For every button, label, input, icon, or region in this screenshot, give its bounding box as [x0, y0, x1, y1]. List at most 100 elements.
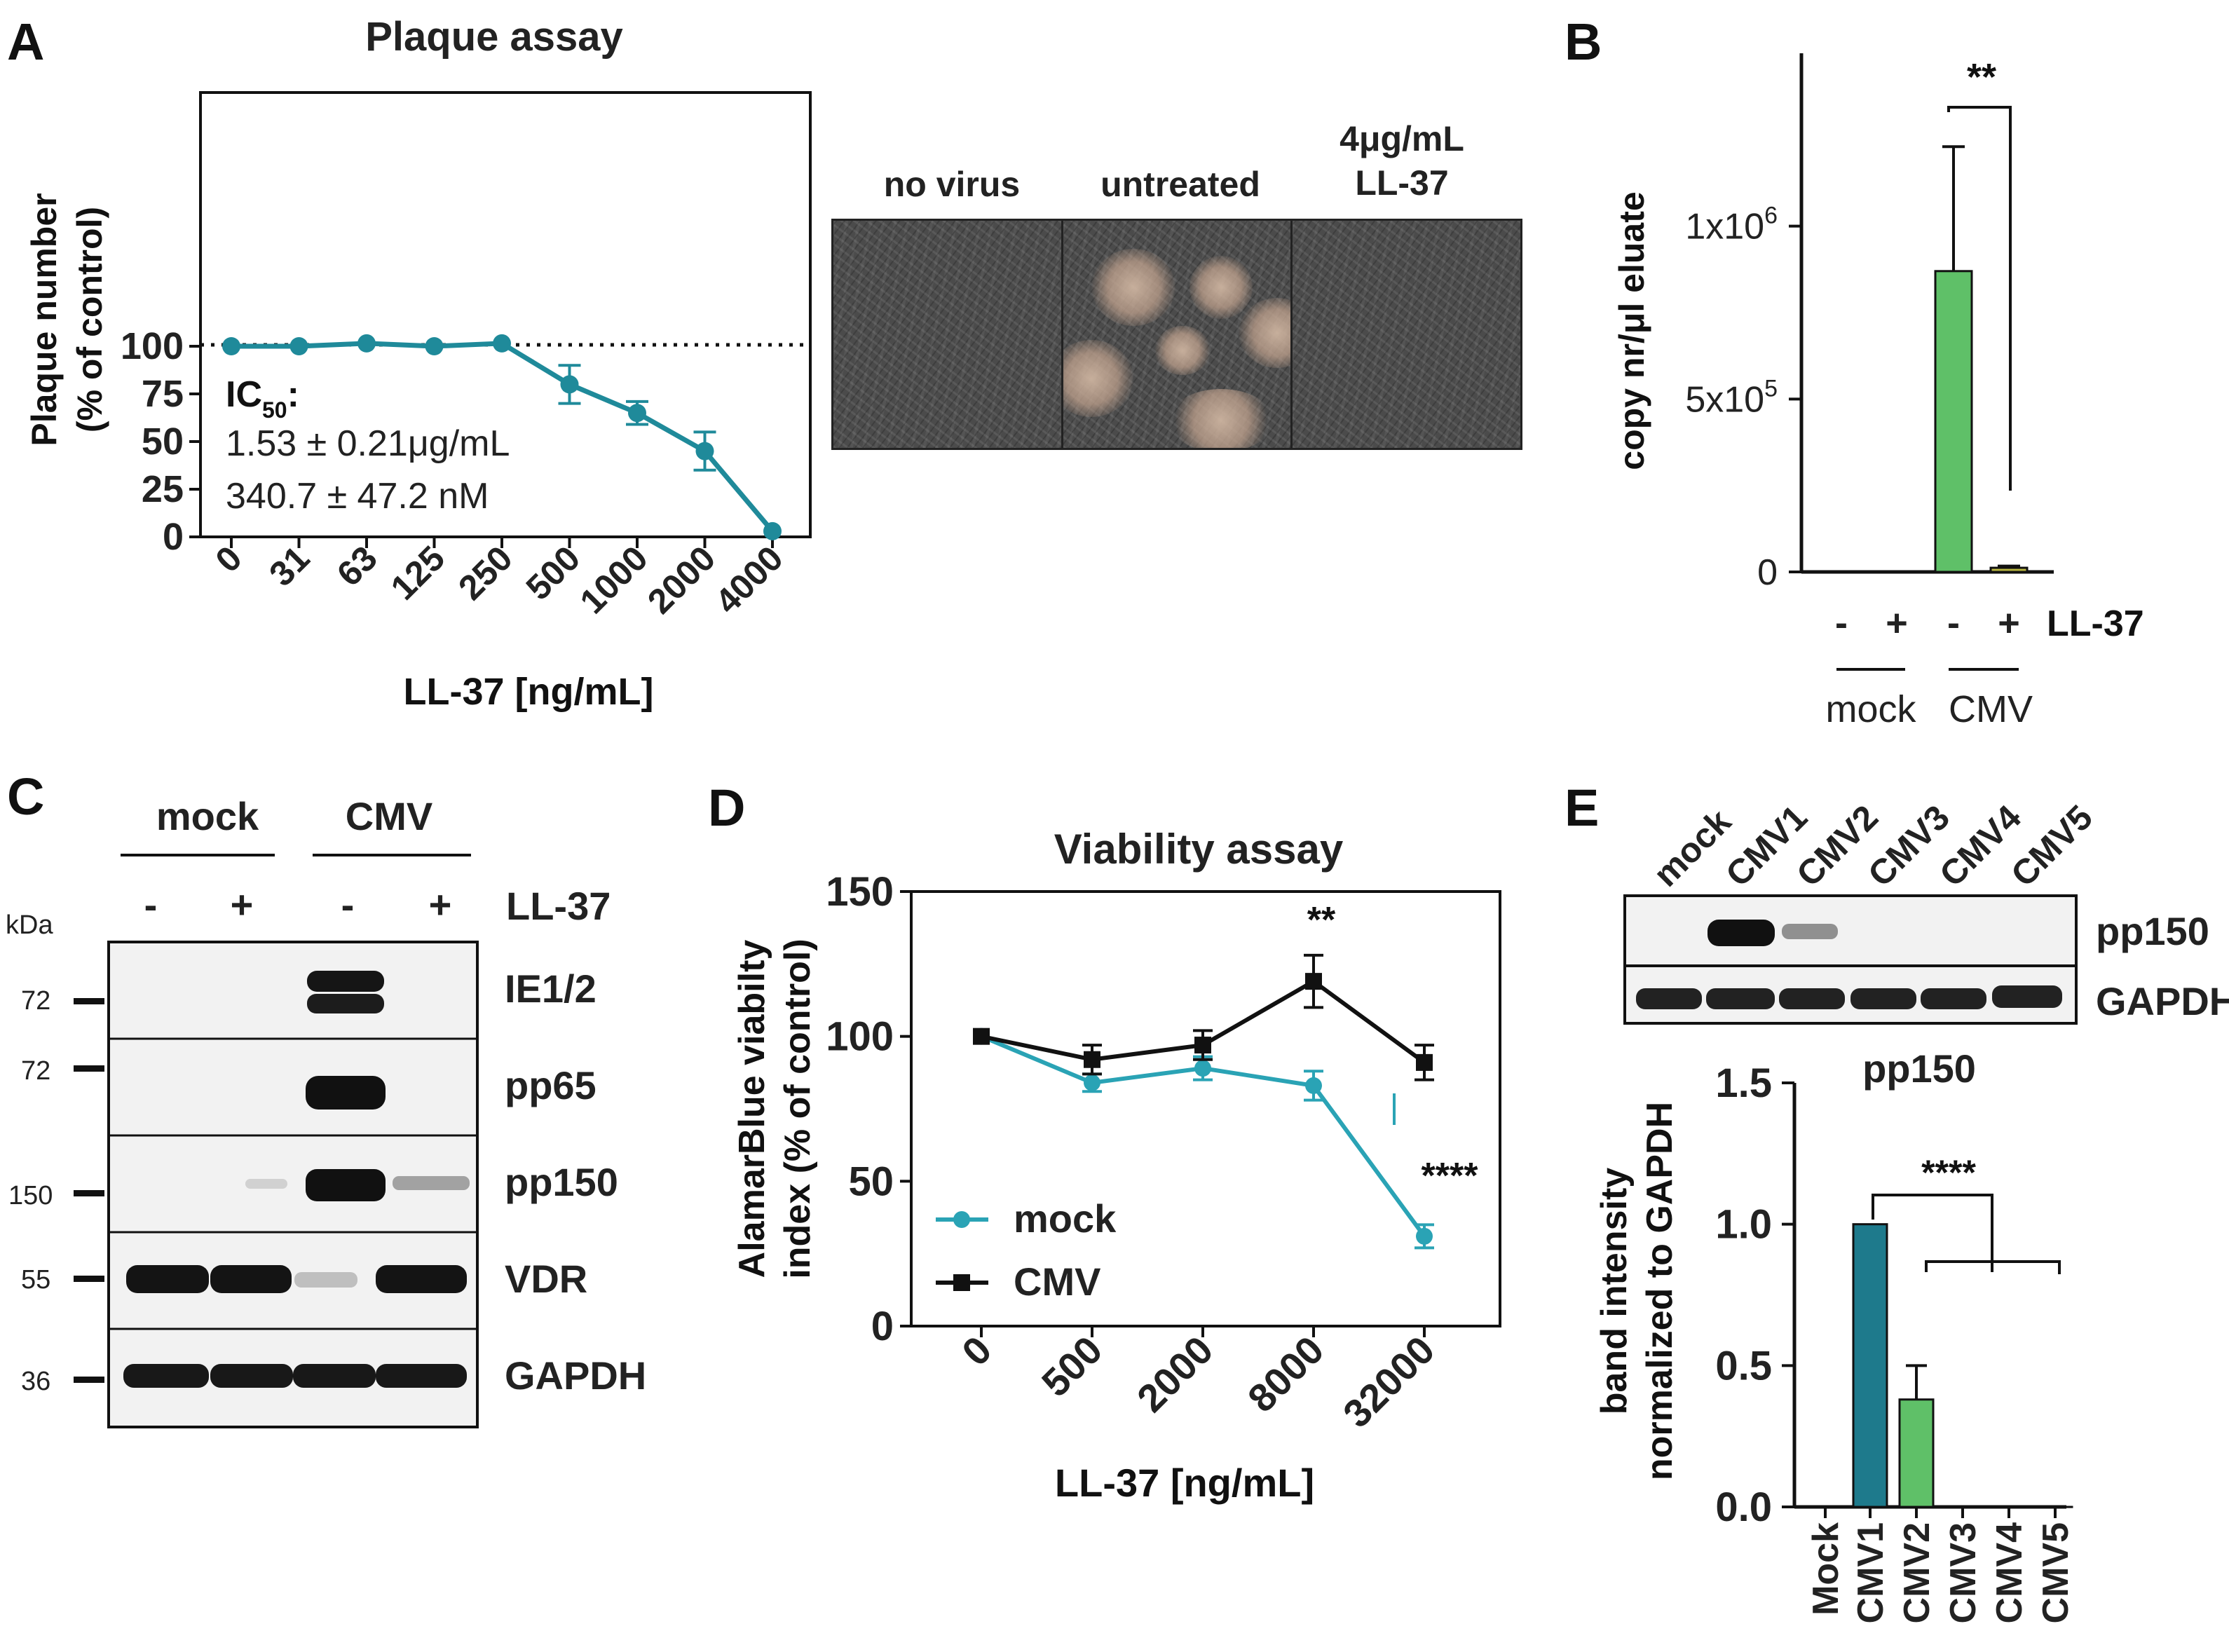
blot-band	[1850, 988, 1916, 1009]
panel-d-plot-frame	[910, 890, 1501, 1327]
data-point	[628, 404, 646, 423]
marker-label: 72	[21, 1056, 50, 1086]
marker-label: 150	[8, 1181, 53, 1210]
ic50-value-molar: 340.7 ± 47.2 nM	[226, 476, 489, 517]
blot-c-sign-2: +	[231, 882, 254, 927]
blot-band	[307, 971, 384, 992]
panel-c-letter: C	[7, 767, 44, 826]
x-tick-label: 4000	[708, 538, 791, 621]
blot-c-treatment-label: LL-37	[506, 884, 611, 928]
blot-c-group-mock: mock	[156, 794, 259, 838]
plaque-spot	[1238, 298, 1291, 368]
data-point	[289, 337, 308, 355]
blot-band	[306, 1169, 386, 1201]
data-point	[425, 337, 444, 355]
marker-tick	[74, 1065, 104, 1072]
x-tick-label: 8000	[1239, 1327, 1332, 1421]
marker-tick	[74, 998, 104, 1004]
blot-c-band-label: pp65	[505, 1063, 597, 1107]
panel-b-significance: **	[1967, 56, 1996, 98]
panel-a-series	[222, 334, 782, 540]
photo-no-virus	[833, 221, 1063, 448]
blot-c-sign-3: -	[341, 882, 355, 927]
panel-b-significance-bracket	[1947, 106, 2012, 491]
ic50-value-mass: 1.53 ± 0.21μg/mL	[226, 423, 510, 464]
bar	[1898, 1398, 1935, 1508]
legend-cmv-label: CMV	[1014, 1260, 1100, 1304]
data-point	[357, 334, 376, 353]
plaque-spot	[1154, 326, 1211, 375]
blot-e-lane-label: CMV1	[1718, 798, 1815, 894]
marker-label: 55	[21, 1265, 50, 1295]
panel-d-y-axis: 0 50 100 150	[826, 869, 911, 1349]
blot-band	[1992, 985, 2062, 1008]
marker-tick	[74, 1190, 104, 1196]
marker-label: 72	[21, 986, 50, 1016]
panel-d-x-axis: 0 500 2000 8000 32000	[953, 1326, 1443, 1436]
plaque-spot	[1168, 389, 1274, 448]
sign-label: -	[1947, 602, 1960, 644]
blot-band	[306, 1076, 386, 1110]
blot-c-sign-1: -	[144, 882, 158, 927]
data-point	[763, 521, 782, 540]
y-tick-label: 150	[826, 869, 894, 915]
panel-e-significance-bracket	[1925, 1260, 2061, 1274]
panel-a-y-axis: 0 25 50 75 100	[121, 325, 200, 558]
panel-a-x-label: LL-37 [ng/mL]	[404, 671, 654, 713]
panel-e-letter: E	[1565, 779, 1599, 837]
y-tick-label: 50	[142, 421, 184, 463]
panel-d-y-label-1: AlamarBlue viabilty	[732, 940, 772, 1278]
x-tick-label: CMV5	[2036, 1522, 2076, 1623]
data-point	[560, 375, 579, 394]
x-tick-label: 500	[1033, 1327, 1111, 1405]
blot-band	[294, 1272, 357, 1288]
x-tick-label: 0	[953, 1327, 1000, 1374]
data-point	[695, 442, 714, 460]
panel-c: C mock CMV - + - + LL-37 kDa	[6, 767, 646, 1428]
y-tick-label: 5x105	[1685, 375, 1778, 420]
x-tick-label: CMV3	[1943, 1522, 1984, 1623]
data-point	[222, 337, 240, 355]
y-tick-label: 75	[142, 373, 184, 415]
blot-band	[126, 1265, 209, 1293]
series-CMV-point	[1305, 973, 1322, 990]
legend-cmv-marker	[953, 1274, 970, 1291]
panel-b-y-axis: 0 5x105 1x106	[1685, 203, 1801, 593]
blot-c-band-label: VDR	[505, 1257, 587, 1301]
panel-a-title: Plaque assay	[365, 14, 623, 60]
panel-e-y-label-1: band intensity	[1594, 1168, 1635, 1415]
panel-d-letter: D	[708, 779, 745, 837]
x-tick-label: 2000	[1129, 1327, 1222, 1421]
x-tick-label: 32000	[1335, 1327, 1443, 1436]
panel-b-y-label: copy nr/μl eluate	[1612, 191, 1651, 470]
panel-b-treatment-label: LL-37	[2047, 603, 2144, 644]
blot-e-band-label: pp150	[2096, 909, 2209, 953]
panel-e-significance: ****	[1921, 1153, 1976, 1192]
photo-untreated	[1063, 221, 1293, 448]
photo-label-untreated: untreated	[1100, 165, 1260, 204]
blot-band	[123, 1364, 209, 1388]
blot-band	[1636, 988, 1702, 1009]
series-mock-point	[1416, 1227, 1433, 1245]
series-CMV-point	[1084, 1051, 1100, 1068]
series-CMV-point	[1416, 1053, 1433, 1071]
panel-e-chart-title: pp150	[1862, 1046, 1976, 1091]
plaque-photo-strip	[831, 219, 1522, 450]
sign-label: +	[1886, 602, 1908, 644]
blot-band	[393, 1176, 470, 1190]
blot-c-band-label: pp150	[505, 1160, 618, 1204]
blot-band	[210, 1364, 293, 1388]
photo-label-no-virus: no virus	[884, 165, 1020, 204]
y-tick-label: 1.5	[1715, 1060, 1772, 1106]
photo-label-ll37: LL-37	[1355, 163, 1448, 203]
y-tick-label: 0.0	[1715, 1484, 1772, 1530]
y-tick-label: 0	[1757, 552, 1778, 593]
y-tick-label: 0	[871, 1304, 894, 1349]
marker-tick	[74, 1276, 104, 1282]
panel-a-y-label-2: (% of control)	[70, 207, 109, 432]
legend-mock-label: mock	[1014, 1196, 1117, 1241]
